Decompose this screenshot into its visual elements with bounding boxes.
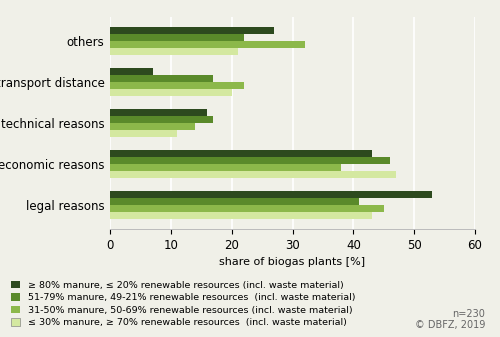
Bar — [110, 205, 384, 212]
Bar — [110, 116, 214, 123]
Bar — [110, 27, 274, 34]
Bar — [110, 123, 195, 130]
Bar — [110, 34, 244, 41]
Bar — [110, 164, 341, 171]
Bar — [110, 109, 208, 116]
Bar — [110, 157, 390, 164]
Bar — [110, 48, 238, 55]
Legend: ≥ 80% manure, ≤ 20% renewable resources (incl. waste material), 51-79% manure, 4: ≥ 80% manure, ≤ 20% renewable resources … — [10, 281, 355, 327]
Bar — [110, 89, 232, 96]
Bar — [110, 130, 177, 137]
Text: n=230
© DBFZ, 2019: n=230 © DBFZ, 2019 — [414, 309, 485, 330]
Bar — [110, 41, 304, 48]
Bar — [110, 75, 214, 82]
Bar — [110, 68, 152, 75]
Bar — [110, 171, 396, 178]
X-axis label: share of biogas plants [%]: share of biogas plants [%] — [220, 257, 366, 268]
Bar — [110, 150, 372, 157]
Bar — [110, 191, 432, 198]
Bar — [110, 212, 372, 218]
Bar — [110, 82, 244, 89]
Bar — [110, 198, 360, 205]
